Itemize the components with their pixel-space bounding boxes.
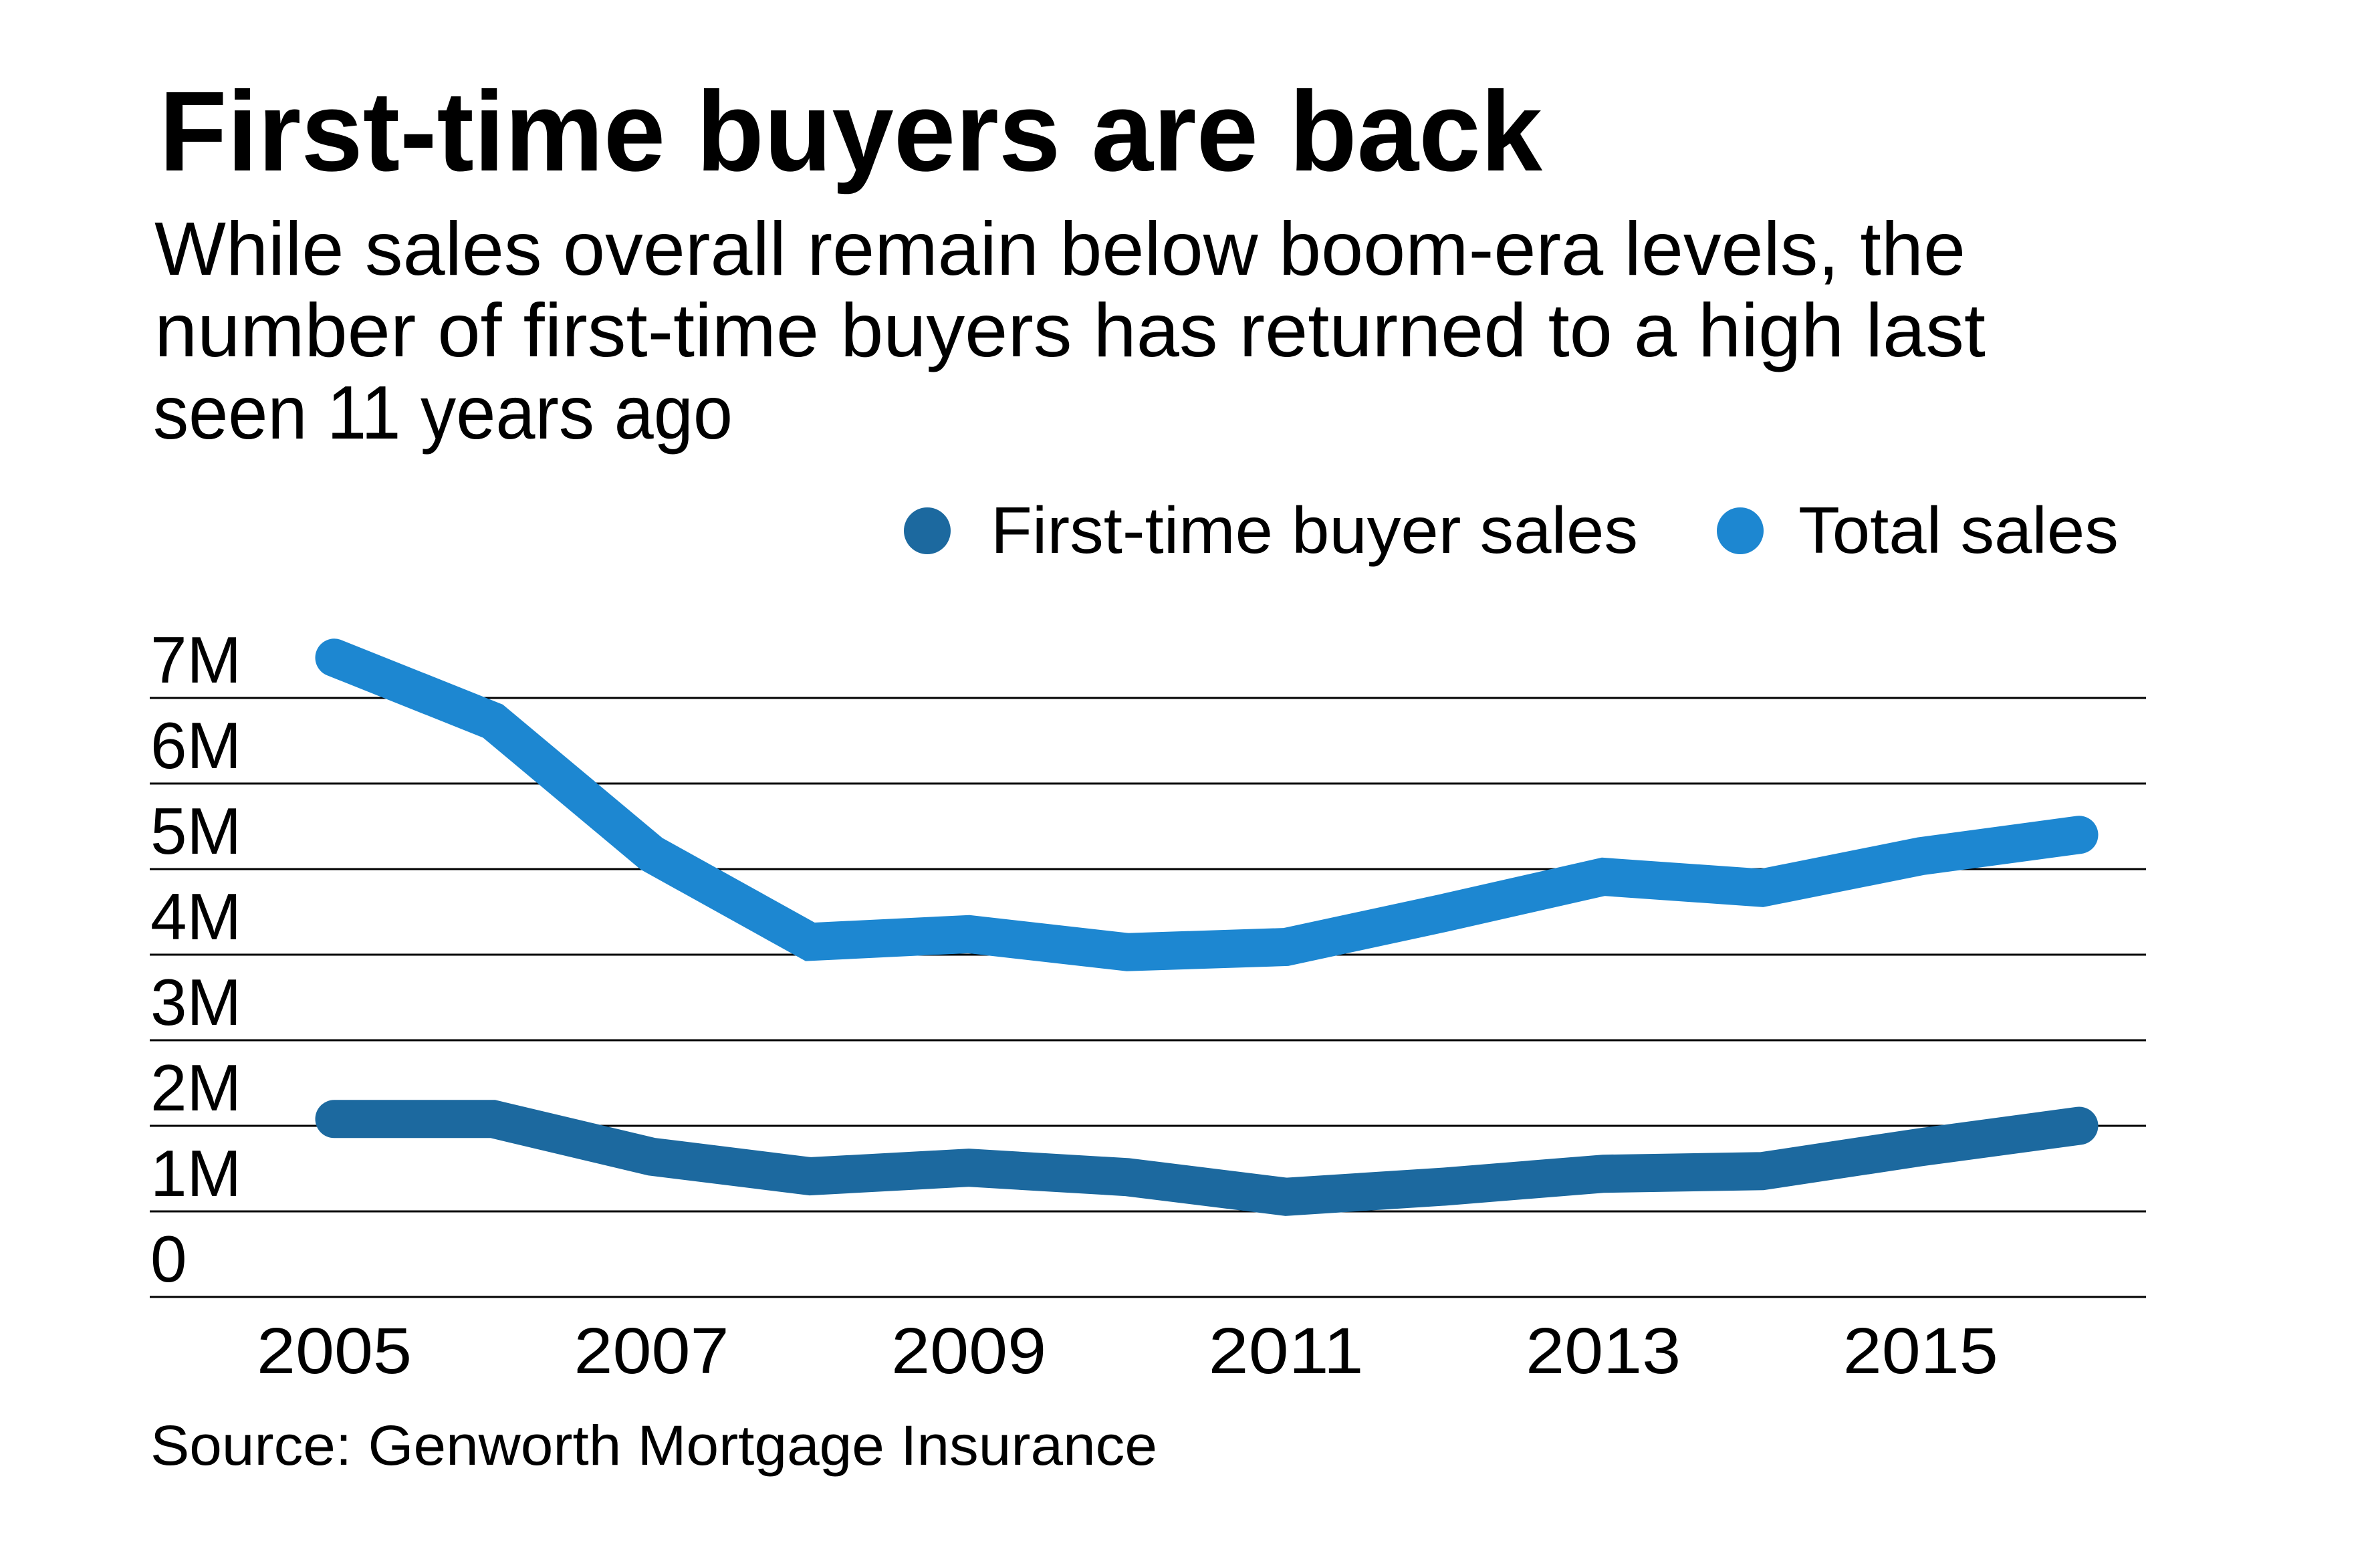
chart-subtitle-line-3: seen 11 years ago [153,370,733,455]
x-tick-label: 2007 [574,1314,729,1387]
y-tick-label: 0 [150,1222,187,1296]
y-tick-label: 6M [150,709,241,782]
series-line-total-sales [315,638,2099,971]
legend-label: First-time buyer sales [991,493,1638,567]
y-tick-label: 3M [150,965,241,1039]
x-tick-label: 2009 [891,1314,1046,1387]
legend: First-time buyer sales Total sales [904,493,2119,567]
x-tick-label: 2015 [1843,1314,1998,1387]
circle-marker-icon [1717,507,1764,554]
x-tick-label: 2013 [1526,1314,1681,1387]
y-tick-label: 4M [150,880,241,953]
x-axis-tick-labels: 2005 2007 2009 2011 2013 2015 [257,1314,1998,1387]
chart-title: First-time buyers are back [159,68,1542,195]
source-note: Source: Genworth Mortgage Insurance [150,1414,1157,1477]
chart-subtitle-line-1: While sales overall remain below boom-er… [154,207,1966,291]
x-tick-label: 2005 [257,1314,412,1387]
y-axis-tick-labels: 0 1M 2M 3M 4M 5M 6M 7M [150,623,241,1296]
y-tick-label: 7M [150,623,241,697]
legend-item-first-time-buyer-sales: First-time buyer sales [904,493,1638,567]
y-tick-label: 2M [150,1051,241,1124]
series-line-first-time-buyer-sales [315,1100,2099,1216]
x-tick-label: 2011 [1209,1314,1364,1387]
y-tick-label: 1M [150,1137,241,1210]
circle-marker-icon [904,507,951,554]
series-lines [315,638,2099,1216]
chart-subtitle-line-2: number of first-time buyers has returned… [154,288,1986,372]
y-tick-label: 5M [150,794,241,868]
legend-item-total-sales: Total sales [1717,493,2119,567]
legend-label: Total sales [1798,493,2119,567]
